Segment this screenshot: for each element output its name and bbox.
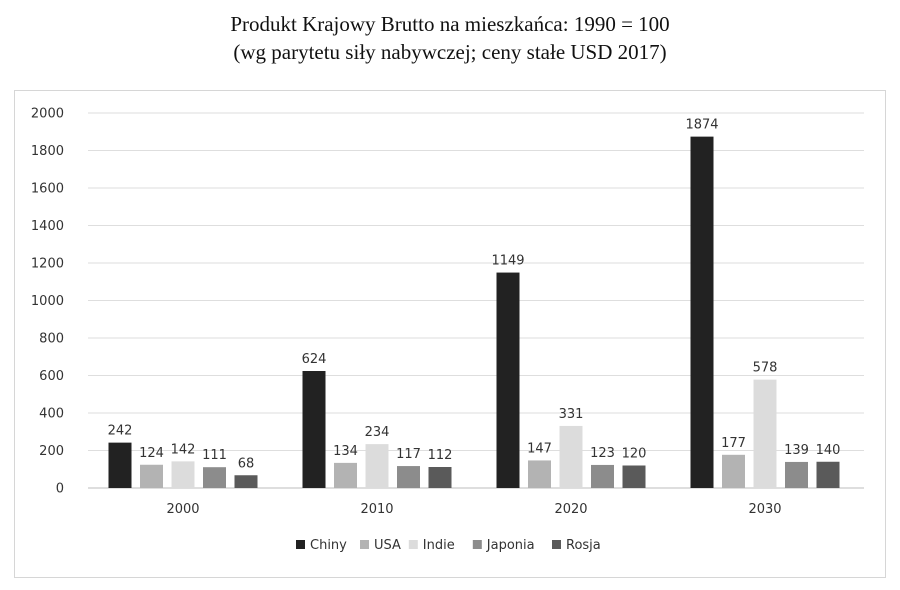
- chart-title-block: Produkt Krajowy Brutto na mieszkańca: 19…: [0, 10, 900, 66]
- data-label: 1874: [685, 118, 718, 133]
- bar: [816, 461, 840, 488]
- y-tick-label: 0: [56, 482, 64, 497]
- bar: [690, 136, 714, 488]
- bar: [785, 461, 808, 488]
- y-tick-label: 1600: [31, 182, 64, 197]
- data-label: 234: [365, 425, 390, 440]
- chart-subtitle: (wg parytetu siły nabywczej; ceny stałe …: [233, 40, 667, 64]
- y-tick-label: 600: [39, 369, 64, 384]
- legend-label: USA: [374, 538, 401, 553]
- bar: [428, 467, 452, 488]
- bar: [528, 460, 551, 488]
- legend-label: Indie: [423, 538, 455, 553]
- data-label: 147: [527, 441, 552, 456]
- bar: [334, 462, 357, 488]
- y-tick-label: 1000: [31, 294, 64, 309]
- legend-swatch: [360, 540, 369, 549]
- data-label: 124: [139, 446, 164, 461]
- legend-swatch: [296, 540, 305, 549]
- bar: [203, 467, 226, 488]
- chart-title: Produkt Krajowy Brutto na mieszkańca: 19…: [230, 12, 670, 36]
- legend-swatch: [408, 540, 418, 549]
- y-tick-label: 800: [39, 332, 64, 347]
- data-label: 139: [784, 443, 809, 458]
- data-label: 134: [333, 444, 358, 459]
- bar: [753, 379, 777, 488]
- bar: [365, 444, 389, 488]
- legend-label: Rosja: [566, 538, 601, 553]
- legend-swatch: [472, 540, 482, 549]
- bar: [622, 465, 646, 488]
- data-label: 112: [428, 448, 453, 463]
- data-label: 117: [396, 447, 421, 462]
- y-tick-label: 1400: [31, 219, 64, 234]
- y-tick-label: 200: [39, 444, 64, 459]
- x-tick-label: 2000: [166, 502, 199, 517]
- chart-frame: [14, 90, 886, 578]
- data-label: 111: [202, 448, 227, 463]
- data-label: 142: [171, 442, 196, 457]
- bar: [234, 475, 258, 488]
- bar: [496, 272, 520, 488]
- bar: [722, 454, 745, 488]
- y-tick-label: 2000: [31, 107, 64, 122]
- bar: [108, 442, 132, 488]
- bar: [397, 466, 420, 488]
- y-tick-label: 400: [39, 407, 64, 422]
- data-label: 578: [753, 361, 778, 376]
- bar: [171, 461, 195, 488]
- bar: [591, 464, 614, 488]
- legend-label: Japonia: [486, 538, 535, 553]
- data-label: 120: [622, 447, 647, 462]
- legend-label: Chiny: [310, 538, 347, 553]
- data-label: 177: [721, 436, 746, 451]
- legend-swatch: [552, 540, 561, 549]
- bar: [140, 464, 163, 488]
- x-tick-label: 2030: [748, 502, 781, 517]
- data-label: 624: [302, 352, 327, 367]
- data-label: 242: [108, 424, 133, 439]
- x-tick-label: 2020: [554, 502, 587, 517]
- y-tick-label: 1200: [31, 257, 64, 272]
- bar: [559, 425, 583, 488]
- bar: [302, 371, 326, 488]
- x-tick-label: 2010: [360, 502, 393, 517]
- data-label: 331: [559, 407, 584, 422]
- data-label: 140: [816, 443, 841, 458]
- data-label: 1149: [491, 254, 524, 269]
- data-label: 68: [238, 456, 255, 471]
- data-label: 123: [590, 446, 615, 461]
- y-tick-label: 1800: [31, 144, 64, 159]
